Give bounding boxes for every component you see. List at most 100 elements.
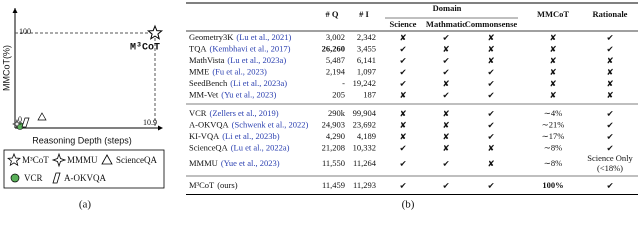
x-axis-label: Reasoning Depth (steps): [32, 135, 132, 145]
y-tick-label: 100: [19, 27, 31, 36]
dataset-name: MM-Vet (Yu et al., 2023): [189, 89, 276, 99]
dataset: M³CoT: [189, 180, 215, 190]
check-mark: ✔: [487, 133, 494, 143]
cell: 26,260: [322, 43, 345, 53]
check-mark: ✔: [487, 182, 494, 192]
cross-mark: ✘: [549, 80, 556, 90]
dataset: MMMU: [189, 158, 218, 168]
caption: (a): [79, 199, 92, 211]
cross-mark: ✘: [606, 80, 613, 90]
cell: 1,097: [357, 66, 376, 76]
cell: 100%: [542, 180, 563, 190]
dataset-name: M³CoT (ours): [189, 180, 238, 190]
caption: (b): [402, 199, 415, 211]
y-tick-label: 0: [18, 115, 22, 124]
cross-mark: ✘: [606, 57, 613, 67]
check-mark: ✔: [606, 121, 613, 131]
cell: 3,002: [326, 32, 345, 42]
cell: 2,194: [326, 66, 346, 76]
dataset-name: SeedBench (Li et al., 2023a): [189, 78, 287, 88]
cell: 19,242: [353, 78, 376, 88]
check-mark: ✔: [442, 68, 449, 78]
cell: 3,455: [357, 43, 376, 53]
citation: (Yue et al., 2023): [221, 158, 280, 168]
cell: 10,332: [353, 142, 376, 152]
legend-icon: [51, 152, 67, 168]
figure: MMCoT(%) Reasoning Depth (steps) 100 0 1…: [1, 2, 638, 211]
citation: (Zellers et al., 2019): [209, 108, 278, 118]
cell: 21,208: [322, 142, 345, 152]
cell: ∼8%: [544, 142, 562, 152]
dataset-name: ScienceQA (Lu et al., 2022a): [189, 142, 290, 152]
x-arrow: [158, 125, 163, 131]
cell: ∼8%: [544, 158, 562, 168]
cross-mark: ✘: [487, 57, 494, 67]
legend-icon: [52, 172, 61, 184]
check-mark: ✔: [606, 34, 613, 44]
cell: ∼21%: [542, 119, 565, 129]
dataset: MME: [189, 66, 209, 76]
citation: (Li et al., 2023b): [222, 131, 280, 141]
dataset-name: Geometry3K (Lu et al., 2021): [189, 32, 292, 42]
cross-mark: ✘: [442, 121, 449, 131]
legend-box: [3, 149, 165, 189]
x-tick-label: 10.9: [143, 118, 157, 127]
cross-mark: ✘: [399, 133, 406, 143]
dataset: ScienceQA: [189, 142, 229, 152]
legend-label: VCR: [24, 173, 43, 183]
cross-mark: ✘: [442, 133, 449, 143]
cell: 187: [363, 89, 376, 99]
header: Mathmatic: [426, 19, 466, 29]
citation: (Kembhavi et al., 2017): [209, 43, 290, 53]
check-mark: ✔: [442, 34, 449, 44]
cross-mark: ✘: [399, 91, 406, 101]
citation: (Yu et al., 2023): [221, 89, 276, 99]
cross-mark: ✘: [399, 121, 406, 131]
cell: (<18%): [597, 163, 623, 173]
cross-mark: ✘: [549, 68, 556, 78]
dataset-name: MME (Fu et al., 2023): [189, 66, 267, 76]
cell: 4,189: [357, 131, 376, 141]
y-arrow: [12, 8, 18, 13]
citation: (Fu et al., 2023): [212, 66, 267, 76]
check-mark: ✔: [399, 144, 406, 154]
check-mark: ✔: [399, 45, 406, 55]
dataset-name: A-OKVQA (Schwenk et al., 2022): [189, 119, 309, 129]
cross-mark: ✘: [549, 34, 556, 44]
cell: 205: [332, 89, 345, 99]
check-mark: ✔: [399, 160, 406, 170]
cell: 290k: [328, 108, 346, 118]
cell: ∼4%: [544, 108, 562, 118]
dataset-name: MathVista (Lu et al., 2023a): [189, 55, 286, 65]
legend-icon: [10, 173, 20, 183]
check-mark: ✔: [487, 121, 494, 131]
cross-mark: ✘: [442, 144, 449, 154]
cross-mark: ✘: [606, 68, 613, 78]
cell: 99,904: [353, 108, 377, 118]
point-label: M³CoT: [130, 43, 160, 54]
cell: ∼17%: [542, 131, 565, 141]
legend-label: A-OKVQA: [64, 173, 106, 183]
dataset-name: TQA (Kembhavi et al., 2017): [189, 43, 291, 53]
citation: (Lu et al., 2022a): [231, 142, 290, 152]
parallelogram-marker: [21, 117, 30, 128]
triangle-marker: [37, 112, 47, 121]
check-mark: ✔: [442, 160, 449, 170]
dataset: MM-Vet: [189, 89, 219, 99]
check-mark: ✔: [606, 110, 613, 120]
check-mark: ✔: [606, 182, 613, 192]
cross-mark: ✘: [442, 80, 449, 90]
check-mark: ✔: [442, 91, 449, 101]
cross-mark: ✘: [606, 91, 613, 101]
y-axis-label: MMCoT(%): [1, 45, 11, 91]
cross-mark: ✘: [399, 34, 406, 44]
legend-label: ScienceQA: [116, 155, 157, 165]
cell: -: [342, 78, 345, 88]
header: Commonsense: [465, 19, 518, 29]
star-marker: [146, 24, 164, 40]
cell: 4,290: [326, 131, 345, 141]
check-mark: ✔: [487, 110, 494, 120]
dataset-name: VCR (Zellers et al., 2019): [189, 108, 279, 118]
cell: 11,459: [322, 180, 345, 190]
